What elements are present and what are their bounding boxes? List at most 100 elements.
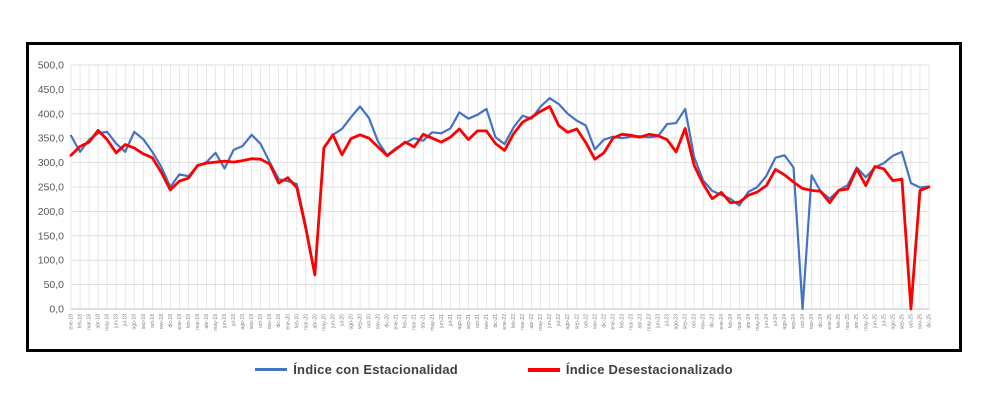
x-axis-tick-label: sep-21 [466,314,472,330]
x-axis-tick-label: jun-18 [114,314,120,329]
x-axis-tick-label: dic-22 [601,314,607,328]
x-axis-tick-label: nov-22 [592,314,598,330]
y-axis-tick-label: 200,0 [38,206,64,218]
x-axis-tick-label: jun-25 [872,314,878,329]
x-axis-tick-label: feb-18 [78,314,84,328]
x-axis-tick-label: oct-18 [150,314,156,328]
x-axis-tick-label: feb-20 [294,314,300,328]
x-axis-tick-label: nov-19 [267,314,273,330]
x-axis-tick-label: may-18 [105,314,111,331]
x-axis-tick-label: feb-21 [403,314,409,328]
x-axis-tick-label: sep-24 [791,314,797,330]
x-axis-tick-label: jul-21 [448,314,454,327]
y-axis-tick-label: 50,0 [44,279,65,291]
y-axis-tick-label: 100,0 [38,255,64,267]
x-axis-tick-label: feb-22 [511,314,517,328]
x-axis-tick-label: nov-23 [701,314,707,330]
x-axis-tick-label: nov-24 [809,314,815,330]
x-axis-tick-label: jul-24 [773,314,779,327]
x-axis-tick-label: jun-24 [764,314,770,329]
x-axis-tick-label: oct-20 [367,314,373,328]
x-axis-tick-label: ago-23 [674,314,680,330]
x-axis-tick-label: mar-24 [737,314,743,330]
y-axis-tick-label: 300,0 [38,157,64,169]
x-axis-tick-label: abr-21 [421,314,427,329]
x-axis-tick-label: jul-19 [231,314,237,327]
x-axis-tick-label: oct-19 [258,314,264,328]
x-axis-tick-label: ago-24 [782,314,788,330]
legend-item-estacionalidad: Índice con Estacionalidad [255,362,458,377]
x-axis-tick-label: jun-23 [656,314,662,329]
x-axis-tick-label: abr-22 [529,314,535,329]
y-axis-tick-label: 450,0 [38,84,64,96]
chart-frame[interactable]: 0,0 50,0 100,0 150,0 200,0 250,0 300,0 350,0 400… [26,42,962,352]
x-axis-tick-label: sep-23 [683,314,689,330]
x-axis-tick-label: may-19 [213,314,219,331]
y-axis-tick-label: 0,0 [49,304,64,316]
x-axis-tick-label: ene-21 [394,314,400,330]
x-axis-tick-label: dic-19 [276,314,282,328]
x-axis-tick-label: oct-21 [475,314,481,328]
x-axis-tick-label: ago-22 [565,314,571,330]
y-axis-tick-label: 250,0 [38,182,64,194]
x-axis-tick-label: feb-23 [619,314,625,328]
x-axis-tick-label: feb-19 [186,314,192,328]
x-axis-tick-label: nov-25 [917,314,923,330]
x-axis-tick-label: sep-25 [899,314,905,330]
x-axis-tick-label: nov-18 [159,314,165,330]
x-axis-tick-label: may-24 [755,314,761,331]
x-axis-tick-label: nov-21 [484,314,490,330]
x-axis-tick-label: mar-21 [412,314,418,330]
x-axis-tick-label: sep-20 [358,314,364,330]
x-axis-tick-label: mar-19 [195,314,201,330]
x-axis-tick-label: oct-24 [800,314,806,328]
red-line-swatch-icon [527,367,560,372]
x-axis-tick-label: oct-25 [908,314,914,328]
x-axis-tick-label: oct-22 [583,314,589,328]
x-axis-tick-label: may-20 [321,314,327,331]
x-axis-tick-label: abr-23 [637,314,643,329]
x-axis-tick-label: ago-21 [457,314,463,330]
line-chart-plot: 0,0 50,0 100,0 150,0 200,0 250,0 300,0 350,0 400… [38,60,933,331]
x-axis-tick-label: jun-20 [330,314,336,329]
series-line-estacionalidad [69,97,931,311]
x-axis-tick-label: nov-20 [376,314,382,330]
x-axis-tick-label: feb-25 [836,314,842,328]
x-axis-tick-label: jun-22 [547,314,553,329]
x-axis-tick-label: ago-20 [348,314,354,330]
chart-legend: Índice con Estacionalidad Índice Desesta… [0,362,988,377]
x-axis-tick-label: jun-21 [439,314,445,329]
x-axis-tick-label: jul-20 [339,314,345,327]
x-axis-tick-label: sep-22 [574,314,580,330]
x-axis-tick-label: dic-24 [818,314,824,328]
y-axis-tick-label: 150,0 [38,230,64,242]
x-axis-tick-label: ene-22 [502,314,508,330]
x-axis-tick-label: mar-22 [520,314,526,330]
x-axis-tick-label: ene-24 [719,314,725,330]
legend-label-estacionalidad: Índice con Estacionalidad [293,362,458,377]
x-axis-tick-label: abr-18 [96,314,102,329]
x-axis-tick-label: may-25 [863,314,869,331]
x-axis-tick-label: mar-18 [87,314,93,330]
x-axis-tick-label: dic-23 [710,314,716,328]
x-axis-tick-label: dic-25 [927,314,933,328]
x-axis-tick-label: feb-24 [728,314,734,328]
x-axis-tick-label: ene-23 [610,314,616,330]
x-axis-tick-label: abr-19 [204,314,210,329]
x-axis-tick-label: abr-24 [746,314,752,329]
x-axis-tick-label: mar-20 [303,314,309,330]
x-axis-tick-label: mar-25 [845,314,851,330]
x-axis-tick-label: sep-19 [249,314,255,330]
x-axis-tick-label: abr-25 [854,314,860,329]
x-axis-tick-label: jul-18 [123,314,129,327]
series-line-desestacionalizado [69,105,931,311]
legend-item-desestacionalizado: Índice Desestacionalizado [527,362,733,377]
x-axis-tick-label: jul-22 [556,314,562,327]
x-axis-tick-label: may-21 [430,314,436,331]
x-axis-tick-label: jul-23 [665,314,671,327]
y-axis-tick-label: 400,0 [38,108,64,120]
x-axis-tick-label: jun-19 [222,314,228,329]
x-axis-tick-label: ene-18 [69,314,75,330]
y-axis-tick-label: 350,0 [38,133,64,145]
